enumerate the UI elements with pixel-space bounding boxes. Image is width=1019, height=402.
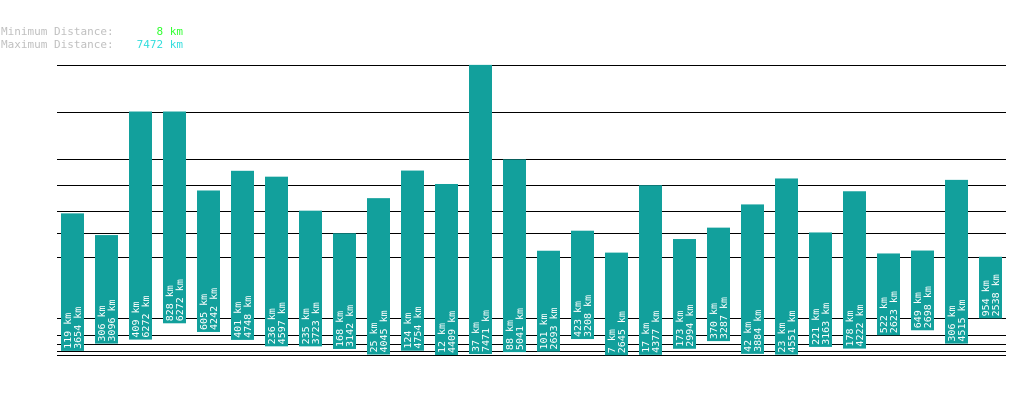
bar-min-label: 23 km: [777, 322, 788, 352]
bar-max-label: 2623 km: [889, 291, 900, 333]
bar-max-label: 4222 km: [855, 304, 866, 346]
bar-min-label: 828 km: [165, 285, 176, 321]
bar-max-label: 4515 km: [957, 299, 968, 341]
bar-max-label: 4754 km: [413, 307, 424, 349]
bar: [843, 191, 866, 349]
bar-max-label: 3096 km: [107, 299, 118, 341]
bar-min-label: 12 km: [437, 323, 448, 353]
bar: [163, 111, 186, 324]
bar-min-label: 306 km: [947, 305, 958, 341]
bar: [469, 64, 492, 355]
bar-min-label: 236 km: [267, 308, 278, 344]
bar: [537, 250, 560, 352]
bar-min-label: 409 km: [131, 301, 142, 337]
bar-min-label: 17 km: [641, 323, 652, 353]
bar: [95, 235, 118, 344]
bar-max-label: 4242 km: [209, 288, 220, 330]
legend-min-label: Minimum Distance:: [1, 25, 114, 38]
bar: [299, 210, 322, 347]
bar: [673, 239, 696, 349]
legend-max-value: 7472 km: [136, 38, 183, 51]
bar-min-label: 101 km: [539, 313, 550, 349]
bar-max-label: 2538 km: [991, 274, 1002, 316]
bar-max-label: 5041 km: [515, 308, 526, 350]
bar-min-label: 235 km: [301, 308, 312, 344]
bar-max-label: 4377 km: [651, 311, 662, 353]
bar-max-label: 3287 km: [719, 297, 730, 339]
bar-max-label: 4409 km: [447, 311, 458, 353]
legend-max-label: Maximum Distance:: [1, 38, 114, 51]
legend-min-value: 8 km: [156, 25, 184, 38]
bars: 119 km 3654 km 306 km 3096 km 409 km 6272 km 8…: [61, 64, 1002, 356]
bar-min-label: 370 km: [709, 303, 720, 339]
bar-min-label: 605 km: [199, 294, 210, 330]
legend-min-row: Minimum Distance: 8 km: [1, 25, 183, 38]
bar-max-label: 3208 km: [583, 295, 594, 337]
bar-min-label: 124 km: [403, 313, 414, 349]
bar: [639, 185, 662, 355]
bar: [367, 198, 390, 355]
bar: [605, 252, 628, 356]
bar: [775, 178, 798, 355]
bar: [333, 233, 356, 349]
bar: [231, 170, 254, 340]
bar-min-label: 173 km: [675, 311, 686, 347]
bar: [707, 227, 730, 342]
bar-max-label: 2693 km: [549, 307, 560, 349]
bar-max-label: 4045 km: [379, 310, 390, 352]
bar-min-label: 306 km: [97, 305, 108, 341]
bar-max-label: 3163 km: [821, 303, 832, 345]
bar-max-label: 3884 km: [753, 310, 764, 352]
bar-max-label: 2994 km: [685, 305, 696, 347]
bar: [809, 232, 832, 347]
bar: [741, 204, 764, 354]
bar-min-label: 954 km: [981, 280, 992, 316]
bar-min-label: 25 km: [369, 322, 380, 352]
bar-max-label: 6272 km: [141, 295, 152, 337]
bar-max-label: 3142 km: [345, 305, 356, 347]
bar-min-label: 649 km: [913, 292, 924, 328]
bar-min-label: 522 km: [879, 297, 890, 333]
bar-min-label: 37 km: [471, 322, 482, 352]
bar-min-label: 168 km: [335, 311, 346, 347]
bar-min-label: 119 km: [63, 313, 74, 349]
bar-max-label: 3723 km: [311, 302, 322, 344]
bar: [197, 190, 220, 332]
bar: [129, 111, 152, 340]
bar: [979, 256, 1002, 319]
bar-min-label: 88 km: [505, 320, 516, 350]
bar-min-label: 221 km: [811, 309, 822, 345]
bar-min-label: 401 km: [233, 302, 244, 338]
bar: [265, 176, 288, 347]
bar-min-label: 7 km: [607, 329, 618, 353]
bar-max-label: 6272 km: [175, 279, 186, 321]
legend-max-row: Maximum Distance: 7472 km: [1, 38, 183, 51]
bar-max-label: 2698 km: [923, 286, 934, 328]
bar: [61, 213, 84, 351]
bar-min-label: 423 km: [573, 301, 584, 337]
bar: [945, 179, 968, 344]
bar: [877, 253, 900, 336]
bar-max-label: 4597 km: [277, 302, 288, 344]
bar-max-label: 4551 km: [787, 310, 798, 352]
bar: [571, 230, 594, 340]
bar-min-label: 178 km: [845, 310, 856, 346]
bar: [503, 159, 526, 353]
bar: [911, 250, 934, 331]
bar-max-label: 2645 km: [617, 311, 628, 353]
bar-min-label: 42 km: [743, 322, 754, 352]
bar-max-label: 4748 km: [243, 296, 254, 338]
legend: Minimum Distance: 8 km Maximum Distance: 7…: [1, 25, 183, 51]
bar: [435, 183, 458, 356]
bar-max-label: 3654 km: [73, 307, 84, 349]
bar: [401, 170, 424, 351]
bar-max-label: 7471 km: [481, 310, 492, 352]
